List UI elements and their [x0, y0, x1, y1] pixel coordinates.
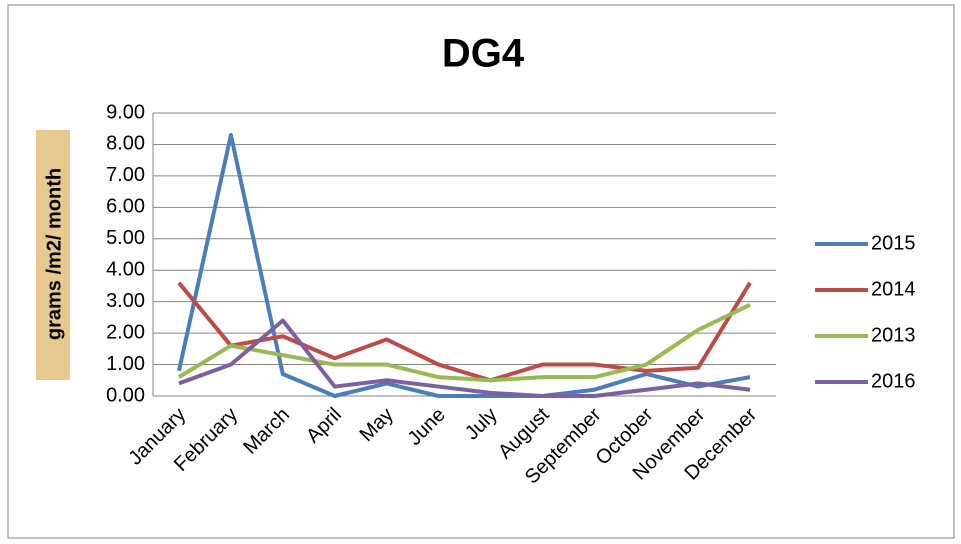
y-tick-label: 6.00: [106, 196, 145, 218]
y-tick-label: 7.00: [106, 164, 145, 186]
y-tick-label: 3.00: [106, 290, 145, 312]
y-tick-label: 2.00: [106, 321, 145, 343]
legend-label: 2014: [871, 278, 916, 300]
y-tick-label: 1.00: [106, 353, 145, 375]
legend-label: 2015: [871, 232, 916, 254]
y-tick-label: 8.00: [106, 133, 145, 155]
y-tick-label: 9.00: [106, 101, 145, 123]
y-tick-label: 5.00: [106, 227, 145, 249]
series-line: [178, 318, 751, 398]
series-line: [177, 133, 751, 398]
chart-frame: [7, 4, 955, 539]
legend-label: 2013: [871, 324, 916, 346]
series-line: [177, 281, 752, 383]
y-axis-label: grams /m2/ month: [43, 168, 65, 340]
chart-title: DG4: [442, 32, 525, 76]
y-tick-label: 0.00: [106, 384, 145, 406]
y-tick-label: 4.00: [106, 259, 145, 281]
y-label-background: [36, 130, 70, 380]
series-line: [177, 303, 751, 383]
legend-label: 2016: [871, 370, 916, 392]
